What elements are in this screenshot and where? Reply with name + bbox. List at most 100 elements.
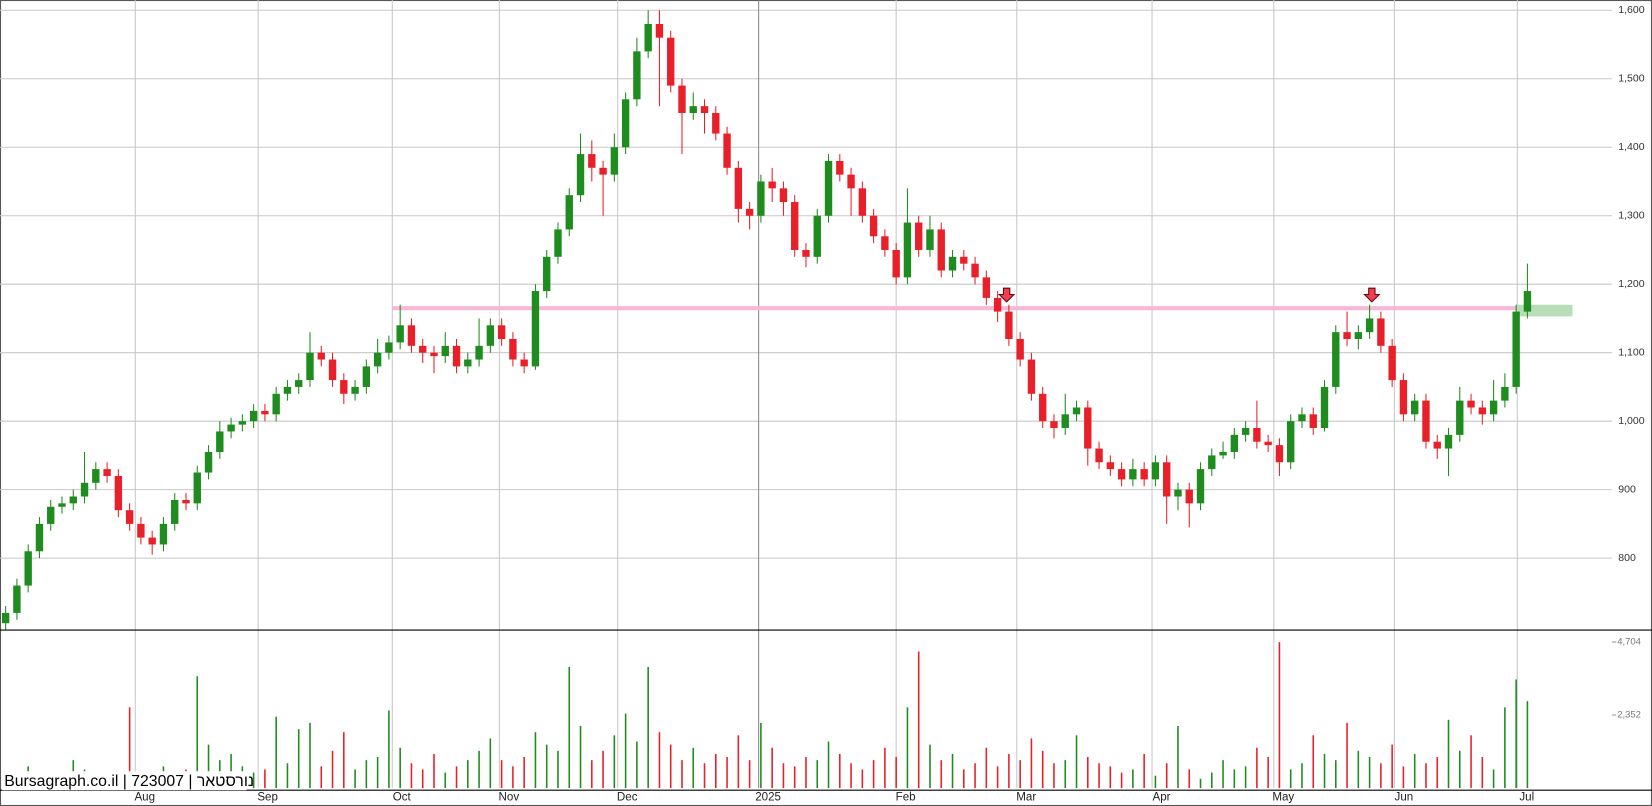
candle-body xyxy=(655,23,664,38)
candle-body xyxy=(960,256,968,264)
candle-body xyxy=(1388,345,1396,381)
candle-body xyxy=(1501,386,1509,401)
candle-body xyxy=(1456,400,1464,435)
candle-body xyxy=(768,181,776,189)
x-tick-label: Apr xyxy=(1153,792,1171,804)
candle-body xyxy=(373,352,382,367)
candle-body xyxy=(971,263,979,278)
candle-body xyxy=(475,345,483,360)
candle-body xyxy=(497,325,506,339)
candle-body xyxy=(1354,332,1363,339)
candle-body xyxy=(295,380,303,387)
candle-body xyxy=(419,345,427,353)
candle-body xyxy=(1084,407,1092,449)
y-tick-label: 1,500 xyxy=(1618,73,1644,85)
candle-body xyxy=(430,352,438,357)
candle-body xyxy=(24,551,32,586)
candle-body xyxy=(171,499,179,524)
candle-body xyxy=(92,469,100,483)
candle-body xyxy=(1275,445,1284,463)
candle-body xyxy=(757,181,765,216)
candle-body xyxy=(261,410,269,415)
x-tick-label: Jul xyxy=(1519,792,1534,804)
candle-body xyxy=(1489,400,1498,415)
candle-body xyxy=(204,451,213,473)
candle-body xyxy=(1411,400,1419,415)
candle-body xyxy=(1241,428,1250,435)
candle-body xyxy=(1016,338,1024,360)
candle-body xyxy=(565,195,573,230)
candle-body xyxy=(621,99,630,148)
candle-body xyxy=(1264,441,1272,446)
signal-arrow xyxy=(997,287,1016,303)
candle-body xyxy=(328,359,337,381)
candle-body xyxy=(1512,311,1520,387)
candle-body xyxy=(193,472,201,504)
candle-body xyxy=(125,510,134,524)
candle-body xyxy=(1,612,10,624)
candle-body xyxy=(1343,332,1351,339)
candle-body xyxy=(633,51,641,100)
candle-body xyxy=(1185,489,1193,504)
candle-body xyxy=(926,229,934,250)
candle-body xyxy=(509,338,517,360)
candle-body xyxy=(1444,434,1453,449)
candle-body xyxy=(1298,414,1306,422)
y-tick-label: 1,000 xyxy=(1618,415,1644,427)
candle-body xyxy=(407,325,416,346)
candle-body xyxy=(836,160,844,175)
candle-body xyxy=(599,167,607,175)
candle-body xyxy=(1005,311,1013,339)
y-tick-label: 1,100 xyxy=(1618,346,1644,358)
candle-body xyxy=(148,537,156,545)
x-tick-label: Feb xyxy=(896,792,916,804)
candle-body xyxy=(1129,469,1137,480)
candle-body xyxy=(712,113,720,134)
candle-body xyxy=(283,386,292,394)
candle-body xyxy=(1050,421,1058,429)
candle-body xyxy=(644,23,652,52)
candle-body xyxy=(1027,359,1036,394)
candle-body xyxy=(13,585,21,613)
candle-body xyxy=(137,523,145,538)
candle-body xyxy=(869,215,878,237)
candle-body xyxy=(80,482,89,497)
y-tick-label: 1,600 xyxy=(1618,4,1644,16)
x-tick-label: Aug xyxy=(134,792,155,804)
candle-body xyxy=(1320,386,1329,429)
y-tick-label: 1,300 xyxy=(1618,210,1644,222)
candle-body xyxy=(1095,448,1103,463)
y-tick-label: 1,200 xyxy=(1618,278,1644,290)
candle-body xyxy=(1523,291,1532,312)
candle-body xyxy=(227,424,235,432)
candle-body xyxy=(486,325,495,346)
x-tick-label: Mar xyxy=(1016,792,1036,804)
candle-body xyxy=(802,249,810,257)
candle-body xyxy=(351,386,359,394)
candle-body xyxy=(114,475,123,511)
volume-tick-label: 2,352 xyxy=(1617,710,1641,721)
y-tick-label: 800 xyxy=(1618,552,1636,564)
candle-body xyxy=(238,421,247,425)
watermark-bg xyxy=(2,771,247,791)
candle-body xyxy=(1163,462,1171,497)
candle-body xyxy=(1399,380,1408,415)
candle-body xyxy=(362,366,371,387)
candle-body xyxy=(1174,489,1182,497)
x-tick-label: Dec xyxy=(617,792,638,804)
candle-body xyxy=(723,133,731,168)
candle-body xyxy=(734,167,743,209)
candle-body xyxy=(588,154,596,168)
candle-body xyxy=(452,345,461,367)
candle-body xyxy=(1467,400,1475,408)
candle-body xyxy=(667,37,675,86)
candle-body xyxy=(1230,434,1239,452)
x-tick-label: Jun xyxy=(1395,792,1414,804)
price-panel xyxy=(1,10,1573,631)
candle-body xyxy=(58,503,66,507)
y-tick-label: 1,400 xyxy=(1618,141,1644,153)
candle-body xyxy=(35,523,44,552)
candle-body xyxy=(554,229,562,257)
x-tick-label: Oct xyxy=(393,792,412,804)
